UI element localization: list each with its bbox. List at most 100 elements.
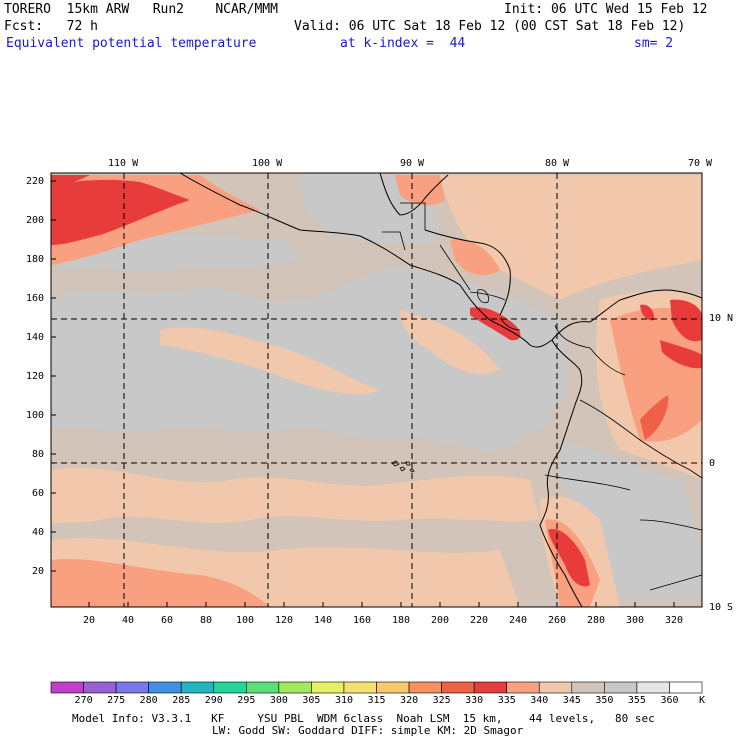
x-tick-label: 200 — [431, 615, 450, 626]
vertical-level: at k-index = 44 — [340, 36, 466, 51]
border-line — [400, 202, 426, 230]
border-line — [439, 244, 471, 291]
y-tick-label: 140 — [26, 332, 45, 343]
caribbean-coast — [424, 229, 511, 316]
field-region-peach — [160, 327, 380, 395]
border-line — [639, 519, 703, 531]
colorbar-label: 350 — [595, 695, 614, 706]
colorbar-label: 270 — [74, 695, 93, 706]
map-frame — [50, 172, 703, 608]
model-info: Model Info: V3.3.1 KF YSU PBL WDM 6class… — [72, 712, 655, 725]
y-tick-label: 160 — [26, 293, 45, 304]
field-region-peach — [51, 467, 540, 525]
field-region-salmon — [395, 175, 445, 206]
y-tick-label: 180 — [26, 254, 45, 265]
colorbar-swatch — [148, 681, 182, 694]
y-tick-label: 220 — [26, 176, 45, 187]
y-tick-label: 80 — [32, 449, 45, 460]
field-region-peach — [400, 310, 500, 374]
field-region-salmon — [51, 558, 270, 607]
field-region-red — [640, 304, 655, 321]
south-america-north-coast — [551, 289, 702, 341]
x-tick-label: 300 — [626, 615, 645, 626]
y-tick-label: 120 — [26, 371, 45, 382]
colorbar-label: 320 — [400, 695, 419, 706]
x-tick-label: 260 — [548, 615, 567, 626]
y-tick-label: 100 — [26, 410, 45, 421]
border-line — [499, 317, 521, 331]
colorbar-swatch — [636, 681, 670, 694]
lon-label: 80 W — [545, 158, 570, 169]
galapagos-islands — [391, 460, 415, 473]
colorbar-label: 330 — [465, 695, 484, 706]
colorbar-label: 290 — [204, 695, 223, 706]
yucatan-coast — [379, 173, 449, 216]
x-tick-label: 100 — [236, 615, 255, 626]
field-region-red — [640, 395, 669, 440]
physics-info: LW: Godd SW: Goddard DIFF: simple KM: 2D… — [212, 724, 524, 737]
colorbar-unit: K — [699, 695, 706, 706]
x-tick-label: 80 — [200, 615, 213, 626]
south-america-west-coast — [539, 339, 583, 607]
colorbar-swatch — [278, 681, 312, 694]
x-tick-label: 140 — [314, 615, 333, 626]
border-line — [649, 574, 703, 591]
colorbar-swatch — [604, 681, 638, 694]
x-tick-label: 240 — [509, 615, 528, 626]
field-name: Equivalent potential temperature — [6, 36, 257, 51]
y-tick-label: 40 — [32, 527, 45, 538]
colorbar-swatch — [83, 681, 117, 694]
border-line — [579, 399, 703, 479]
mexico-central-america-coast — [179, 173, 553, 348]
border-line — [554, 324, 626, 376]
x-tick-label: 280 — [587, 615, 606, 626]
field-region-red — [548, 529, 590, 587]
colorbar-label: 300 — [269, 695, 288, 706]
x-tick-label: 120 — [275, 615, 294, 626]
lat-label: 10 N — [709, 313, 734, 324]
colorbar-swatch — [669, 681, 703, 694]
valid-time: Valid: 06 UTC Sat 18 Feb 12 (00 CST Sat … — [294, 19, 686, 34]
colorbar-swatch — [180, 681, 215, 694]
graticule — [51, 173, 702, 607]
lat-label: 0 — [709, 458, 716, 469]
colorbar-swatch — [538, 681, 573, 694]
colorbar-label: 275 — [107, 695, 126, 706]
x-tick-label: 60 — [161, 615, 174, 626]
field-region-red — [660, 340, 702, 369]
colorbar-label: 355 — [627, 695, 646, 706]
lon-label: 90 W — [400, 158, 425, 169]
x-tick-label: 320 — [665, 615, 684, 626]
colorbar-swatch — [571, 681, 605, 694]
field-region-peach — [440, 175, 702, 300]
border-line — [544, 474, 631, 491]
border-line — [382, 231, 406, 251]
field-region-red — [470, 307, 521, 341]
colorbar-swatch — [441, 681, 475, 694]
coastlines — [179, 173, 702, 607]
colorbar-label: 310 — [334, 695, 353, 706]
field-region-salmon — [610, 308, 702, 442]
y-tick-label: 20 — [32, 566, 45, 577]
init-time: Init: 06 UTC Wed 15 Feb 12 — [504, 2, 708, 17]
x-tick-label: 220 — [470, 615, 489, 626]
y-tick-label: 60 — [32, 488, 45, 499]
lon-label: 110 W — [108, 158, 139, 169]
field-region-red — [51, 175, 90, 190]
model-run-title: TORERO 15km ARW Run2 NCAR/MMM — [4, 2, 278, 17]
y-tick-label: 200 — [26, 215, 45, 226]
colorbar-label: 305 — [302, 695, 321, 706]
x-tick-label: 160 — [353, 615, 372, 626]
field-region-gray — [620, 520, 700, 580]
x-tick-label: 40 — [122, 615, 135, 626]
colorbar-label: 360 — [660, 695, 679, 706]
colorbar-label: 315 — [367, 695, 386, 706]
colorbar-label: 340 — [530, 695, 549, 706]
lake-nicaragua — [477, 289, 489, 304]
colorbar-label: 280 — [139, 695, 158, 706]
lon-label: 100 W — [252, 158, 283, 169]
colorbar-swatch — [343, 681, 377, 694]
field-region-red — [670, 299, 702, 342]
